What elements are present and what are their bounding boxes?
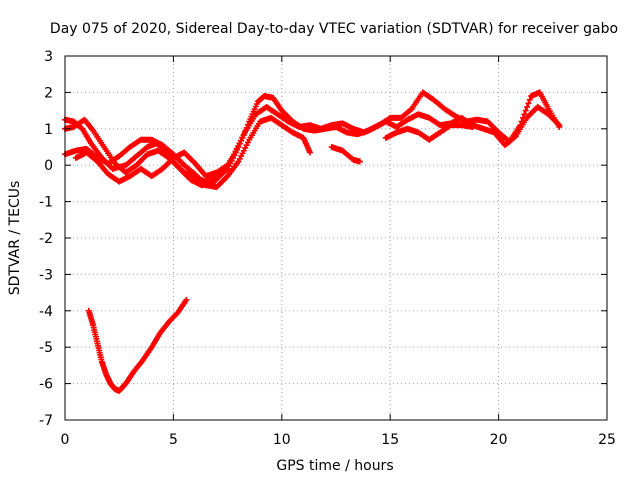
x-tick-label: 20 [490, 432, 508, 448]
data-point [469, 123, 476, 130]
y-tick-label: -7 [39, 413, 53, 429]
y-tick-label: -4 [39, 304, 53, 320]
series-track-c [62, 114, 313, 191]
x-tick-label: 0 [61, 432, 70, 448]
data-point [524, 103, 531, 110]
y-tick-label: 1 [44, 122, 53, 138]
y-tick-label: 2 [44, 85, 53, 101]
x-tick-label: 10 [273, 432, 291, 448]
x-axis-label: GPS time / hours [276, 458, 393, 474]
axis-ticks [64, 55, 608, 421]
data-point [224, 162, 231, 169]
series-track-g [85, 296, 190, 394]
data-point [526, 96, 533, 103]
data-point [356, 158, 363, 165]
y-tick-label: -1 [39, 195, 53, 211]
series-track-f [382, 122, 476, 143]
y-tick-label: -2 [39, 231, 53, 247]
y-tick-label: -5 [39, 340, 53, 356]
data-point [525, 100, 532, 107]
data-marks [62, 89, 563, 394]
x-tick-label: 5 [169, 432, 178, 448]
data-point [556, 122, 563, 129]
x-tick-label: 25 [598, 432, 616, 448]
x-tick-label: 15 [381, 432, 399, 448]
series-track-b [62, 103, 563, 189]
y-axis-label: SDTVAR / TECUs [7, 181, 23, 296]
data-point [521, 111, 528, 118]
y-tick-label: 3 [44, 49, 53, 65]
y-tick-label: -3 [39, 267, 53, 283]
tick-labels: 0 5 10 15 20 25 -7 -6 -5 -4 -3 -2 -1 0 1 2 3 [39, 49, 616, 448]
series-track-e [328, 144, 363, 165]
series-track-d [72, 149, 231, 185]
data-point [183, 296, 190, 303]
chart-title: Day 075 of 2020, Sidereal Day-to-day VTE… [50, 21, 618, 37]
data-point [306, 149, 313, 156]
y-tick-label: 0 [44, 158, 53, 174]
y-tick-label: -6 [39, 377, 53, 393]
data-point [522, 107, 529, 114]
